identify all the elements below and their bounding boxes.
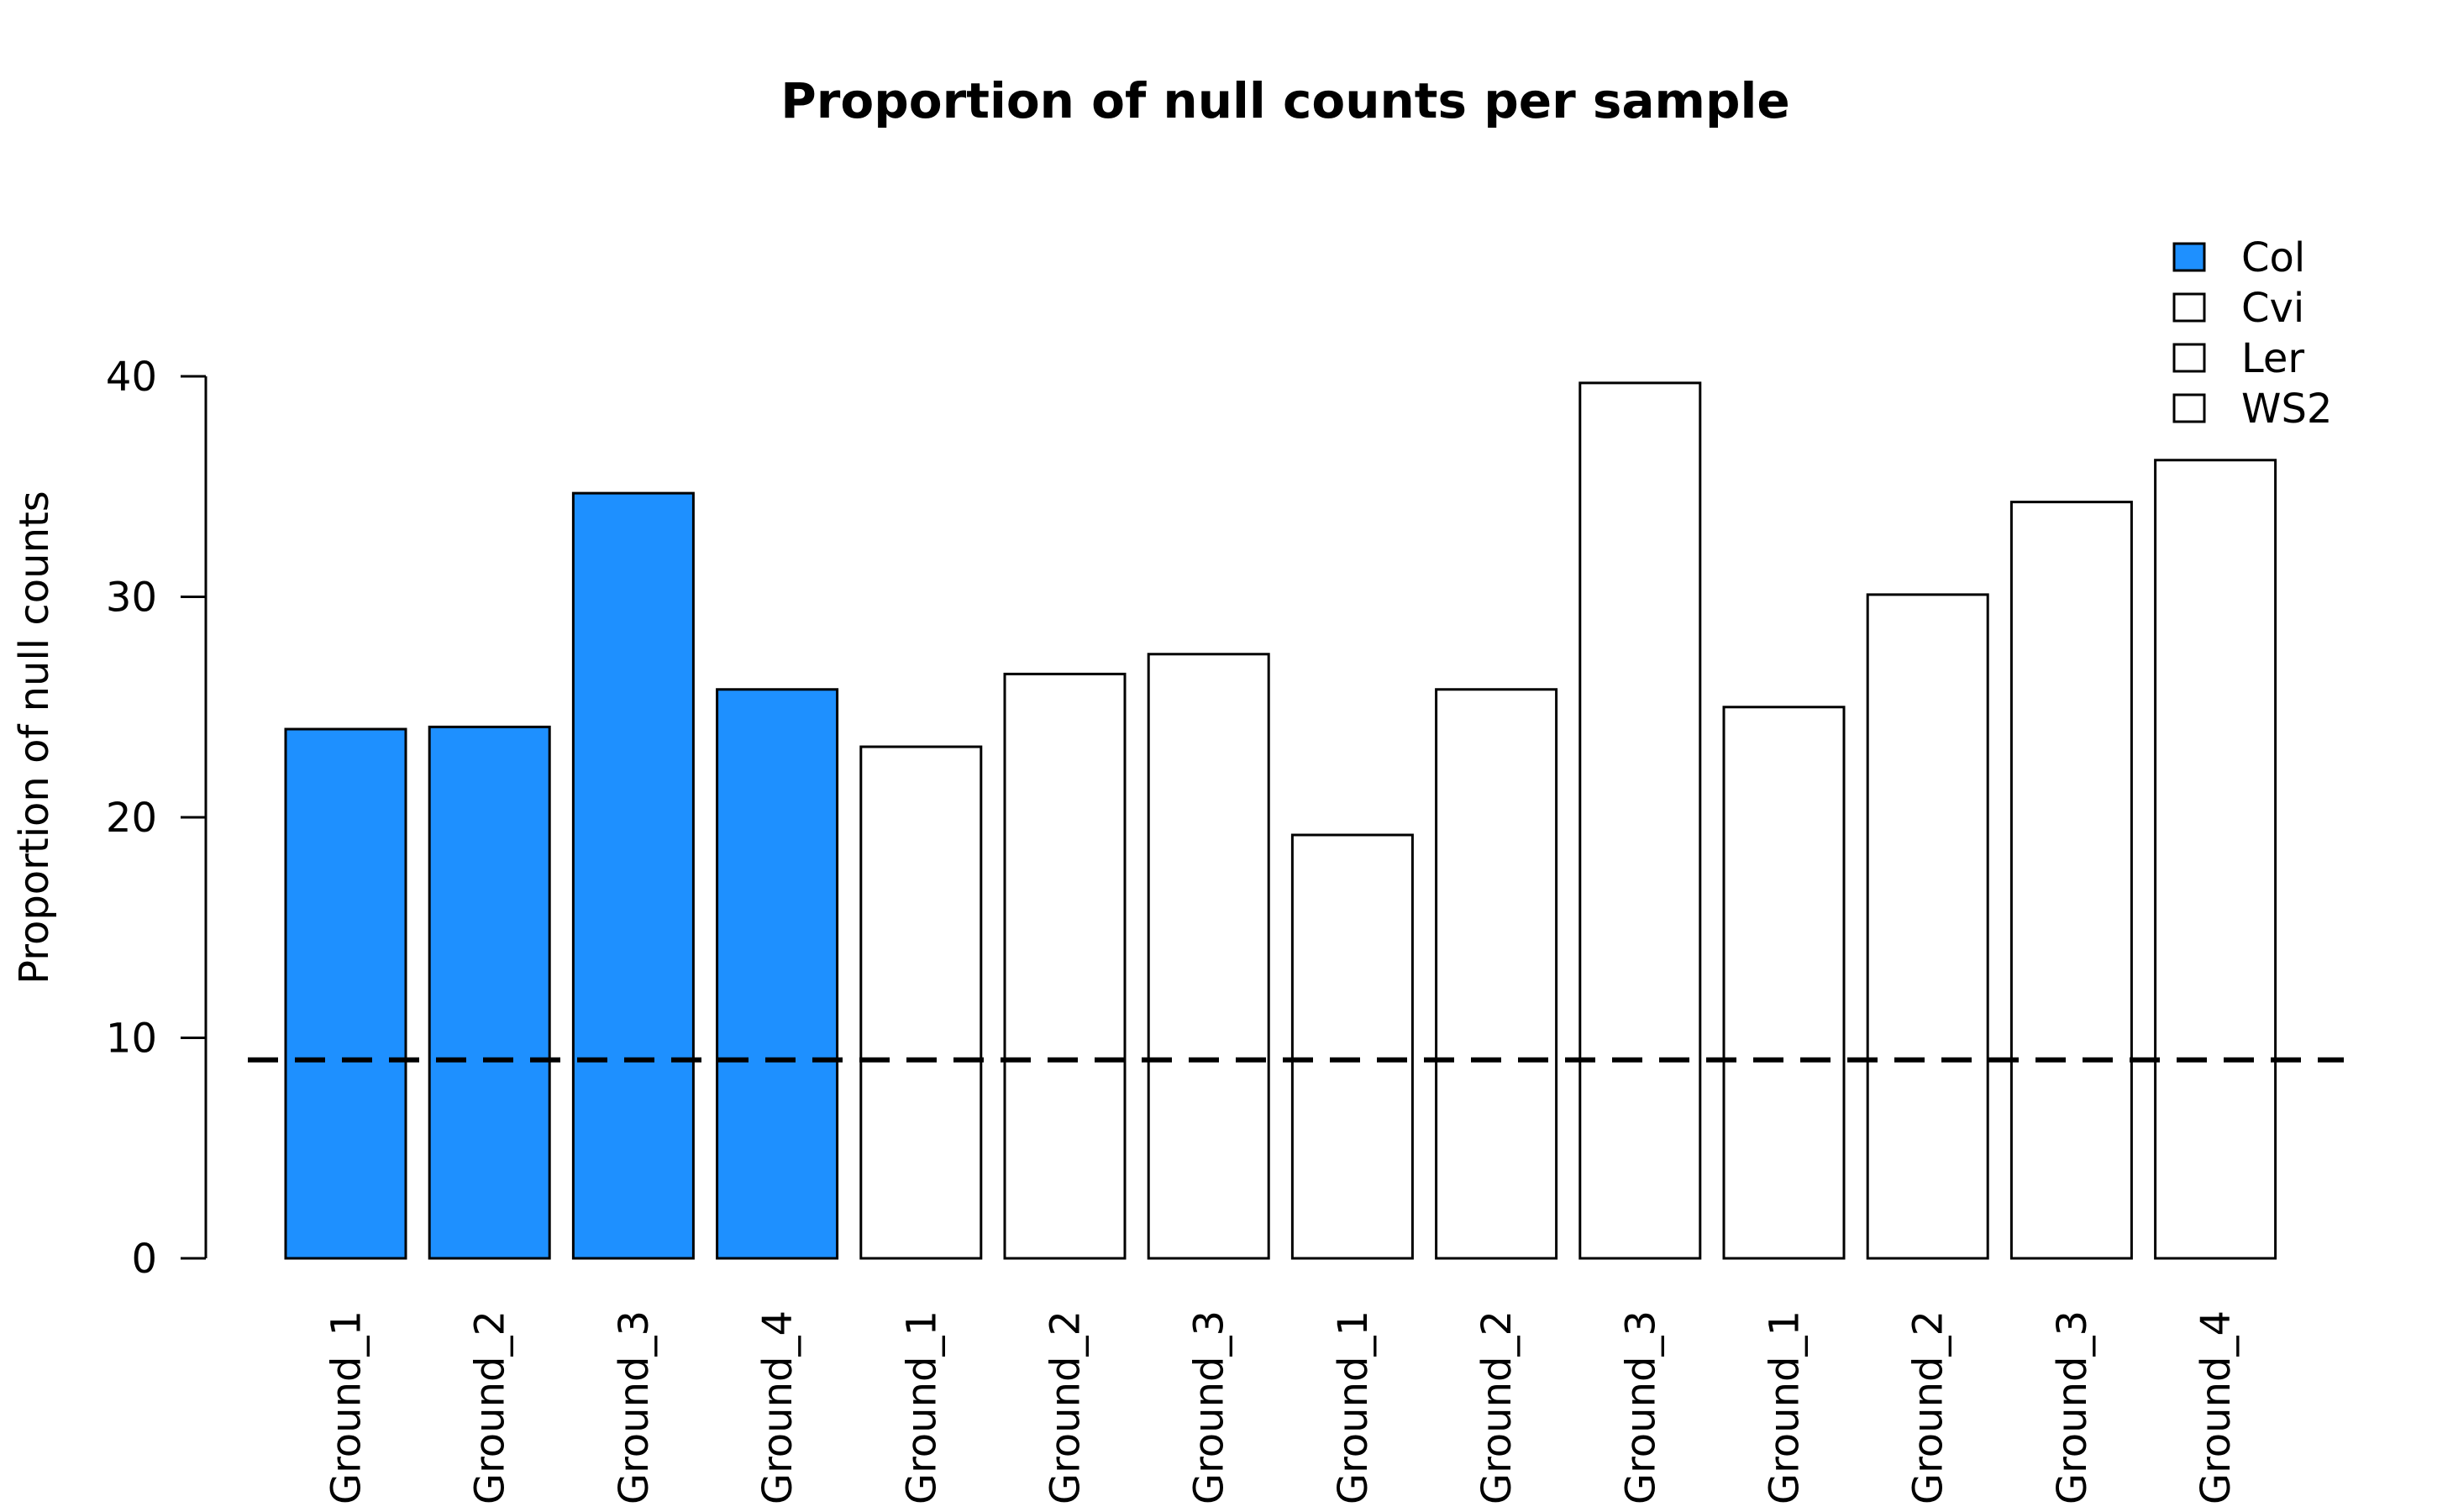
x-tick-label: Ground_1 bbox=[898, 1310, 945, 1504]
legend-label: Col bbox=[2241, 234, 2305, 281]
chart-title: Proportion of null counts per sample bbox=[780, 72, 1789, 129]
x-tick-label: Ground_3 bbox=[2049, 1310, 2096, 1504]
bar-cvi bbox=[859, 745, 983, 1260]
bar-ws2 bbox=[2009, 501, 2133, 1260]
bars bbox=[284, 381, 2277, 1260]
bar-col bbox=[716, 688, 839, 1260]
x-tick-label: Ground_1 bbox=[323, 1310, 370, 1504]
bar-ler bbox=[1290, 833, 1414, 1260]
bar-ler bbox=[1578, 381, 1702, 1260]
x-tick-label: Ground_1 bbox=[1330, 1310, 1377, 1504]
legend-swatch bbox=[2172, 393, 2206, 423]
legend-label: WS2 bbox=[2241, 386, 2332, 433]
bar-ws2 bbox=[2154, 459, 2277, 1260]
bar-col bbox=[284, 727, 407, 1260]
bar-ws2 bbox=[1866, 593, 1989, 1260]
legend-swatch bbox=[2172, 343, 2206, 373]
x-tick-label: Ground_3 bbox=[611, 1310, 658, 1504]
x-tick-label: Ground_4 bbox=[2193, 1310, 2240, 1504]
y-tick-label: 20 bbox=[106, 795, 157, 842]
legend-swatch bbox=[2172, 292, 2206, 323]
y-tick-label: 10 bbox=[106, 1016, 157, 1063]
x-tick-label: Ground_2 bbox=[1043, 1310, 1090, 1504]
y-axis-label: Proportion of null counts bbox=[11, 491, 58, 984]
bar-cvi bbox=[1003, 672, 1127, 1260]
y-tick-label: 40 bbox=[106, 354, 157, 401]
x-axis-labels: Ground_1 Ground_2 Ground_3 Ground_4 Ground_1… bbox=[323, 1310, 2240, 1504]
legend-label: Cvi bbox=[2241, 285, 2304, 332]
x-tick-label: Ground_2 bbox=[1473, 1310, 1521, 1504]
x-tick-label: Ground_3 bbox=[1617, 1310, 1664, 1504]
x-tick-label: Ground_2 bbox=[467, 1310, 514, 1504]
x-tick-label: Ground_2 bbox=[1905, 1310, 1952, 1504]
x-tick-label: Ground_3 bbox=[1186, 1310, 1233, 1504]
bar-ws2 bbox=[1722, 706, 1846, 1260]
x-tick-label: Ground_4 bbox=[754, 1310, 801, 1504]
legend-label: Ler bbox=[2241, 335, 2304, 382]
y-tick-label: 30 bbox=[106, 575, 157, 622]
bar-ler bbox=[1435, 688, 1558, 1260]
y-tick-label: 0 bbox=[131, 1236, 157, 1283]
x-tick-label: Ground_1 bbox=[1762, 1310, 1809, 1504]
bar-col bbox=[571, 491, 695, 1260]
legend-swatch bbox=[2172, 242, 2206, 272]
y-axis: 0 10 20 30 40 bbox=[106, 354, 207, 1283]
bar-col bbox=[428, 725, 551, 1260]
bar-cvi bbox=[1147, 653, 1270, 1260]
